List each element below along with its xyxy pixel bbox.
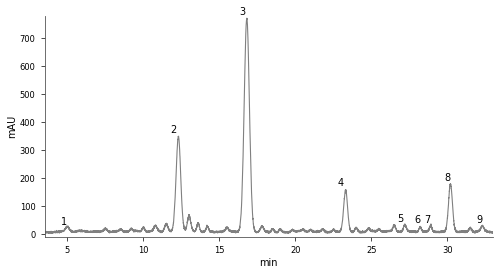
Text: 6: 6 — [414, 216, 420, 225]
Text: 7: 7 — [424, 214, 431, 225]
Text: 1: 1 — [62, 218, 68, 227]
Text: 4: 4 — [338, 178, 344, 188]
Text: 9: 9 — [476, 216, 482, 225]
Y-axis label: mAU: mAU — [7, 115, 17, 138]
X-axis label: min: min — [260, 258, 278, 268]
Text: 2: 2 — [170, 125, 177, 135]
Text: 8: 8 — [444, 172, 450, 183]
Text: 3: 3 — [239, 7, 246, 17]
Text: 5: 5 — [397, 214, 404, 224]
